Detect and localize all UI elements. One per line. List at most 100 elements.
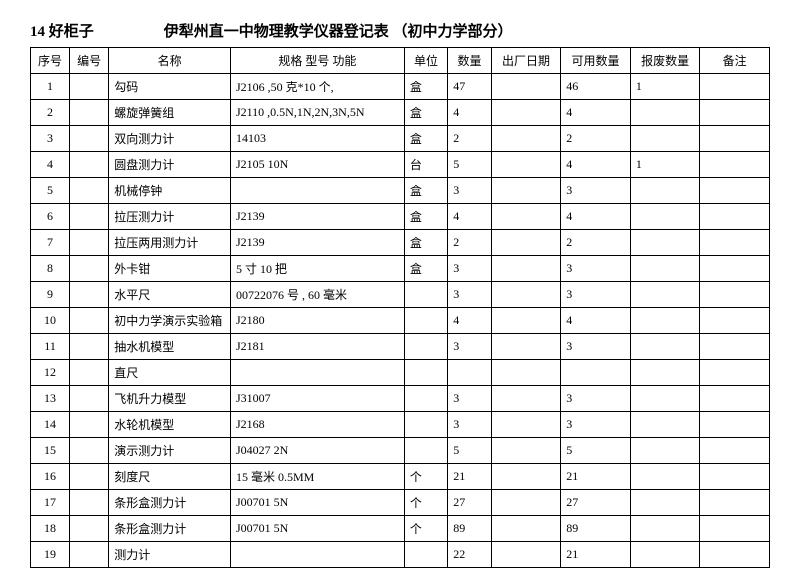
cell-spec: J2168 bbox=[230, 412, 404, 438]
cell-remark bbox=[700, 230, 770, 256]
cell-scrap: 1 bbox=[630, 74, 700, 100]
cell-qty: 4 bbox=[448, 204, 491, 230]
cell-scrap: 1 bbox=[630, 152, 700, 178]
cell-name: 刻度尺 bbox=[109, 464, 231, 490]
cell-name: 抽水机模型 bbox=[109, 334, 231, 360]
cell-spec: J2105 10N bbox=[230, 152, 404, 178]
cell-date bbox=[491, 516, 561, 542]
cell-date bbox=[491, 438, 561, 464]
cell-date bbox=[491, 490, 561, 516]
cell-qty: 47 bbox=[448, 74, 491, 100]
cell-seq: 4 bbox=[31, 152, 70, 178]
cell-qty: 3 bbox=[448, 256, 491, 282]
cell-unit bbox=[404, 282, 447, 308]
cell-name: 水平尺 bbox=[109, 282, 231, 308]
cell-qty: 21 bbox=[448, 464, 491, 490]
col-scrap: 报废数量 bbox=[630, 48, 700, 74]
cell-unit bbox=[404, 542, 447, 568]
cell-date bbox=[491, 204, 561, 230]
cell-date bbox=[491, 230, 561, 256]
cell-avail: 4 bbox=[561, 308, 631, 334]
cell-name: 外卡钳 bbox=[109, 256, 231, 282]
cell-remark bbox=[700, 438, 770, 464]
cell-scrap bbox=[630, 256, 700, 282]
cell-seq: 10 bbox=[31, 308, 70, 334]
cell-spec: J2110 ,0.5N,1N,2N,3N,5N bbox=[230, 100, 404, 126]
table-row: 15演示测力计J04027 2N55 bbox=[31, 438, 770, 464]
cell-code bbox=[70, 100, 109, 126]
cell-spec: J31007 bbox=[230, 386, 404, 412]
cell-name: 圆盘测力计 bbox=[109, 152, 231, 178]
cell-scrap bbox=[630, 438, 700, 464]
cell-avail: 2 bbox=[561, 230, 631, 256]
cell-spec: 5 寸 10 把 bbox=[230, 256, 404, 282]
cell-qty bbox=[448, 360, 491, 386]
cell-remark bbox=[700, 256, 770, 282]
col-spec: 规格 型号 功能 bbox=[230, 48, 404, 74]
cell-name: 测力计 bbox=[109, 542, 231, 568]
cell-spec: J04027 2N bbox=[230, 438, 404, 464]
cell-seq: 11 bbox=[31, 334, 70, 360]
cell-scrap bbox=[630, 178, 700, 204]
cell-code bbox=[70, 412, 109, 438]
cell-seq: 9 bbox=[31, 282, 70, 308]
cell-unit bbox=[404, 438, 447, 464]
table-row: 2螺旋弹簧组J2110 ,0.5N,1N,2N,3N,5N盒44 bbox=[31, 100, 770, 126]
cell-unit: 台 bbox=[404, 152, 447, 178]
cell-code bbox=[70, 256, 109, 282]
cell-date bbox=[491, 126, 561, 152]
cell-code bbox=[70, 126, 109, 152]
cell-remark bbox=[700, 386, 770, 412]
col-avail: 可用数量 bbox=[561, 48, 631, 74]
cell-avail bbox=[561, 360, 631, 386]
header-line: 14 好柜子 伊犁州直一中物理教学仪器登记表 （初中力学部分） bbox=[30, 20, 770, 41]
cell-spec: 00722076 号 , 60 毫米 bbox=[230, 282, 404, 308]
cell-avail: 46 bbox=[561, 74, 631, 100]
cell-qty: 3 bbox=[448, 282, 491, 308]
cell-spec bbox=[230, 178, 404, 204]
col-code: 编号 bbox=[70, 48, 109, 74]
col-remark: 备注 bbox=[700, 48, 770, 74]
cell-date bbox=[491, 100, 561, 126]
cell-name: 拉压两用测力计 bbox=[109, 230, 231, 256]
table-row: 6拉压测力计J2139盒44 bbox=[31, 204, 770, 230]
cell-code bbox=[70, 308, 109, 334]
cell-date bbox=[491, 74, 561, 100]
cell-date bbox=[491, 360, 561, 386]
cell-qty: 3 bbox=[448, 386, 491, 412]
cell-spec: 15 毫米 0.5MM bbox=[230, 464, 404, 490]
cell-name: 直尺 bbox=[109, 360, 231, 386]
cabinet-label: 14 好柜子 bbox=[30, 20, 94, 41]
cell-avail: 3 bbox=[561, 282, 631, 308]
cell-name: 飞机升力模型 bbox=[109, 386, 231, 412]
cell-unit: 个 bbox=[404, 516, 447, 542]
cell-seq: 13 bbox=[31, 386, 70, 412]
cell-avail: 2 bbox=[561, 126, 631, 152]
cell-remark bbox=[700, 464, 770, 490]
cell-unit: 盒 bbox=[404, 126, 447, 152]
cell-name: 机械停钟 bbox=[109, 178, 231, 204]
table-row: 19测力计2221 bbox=[31, 542, 770, 568]
cell-date bbox=[491, 256, 561, 282]
cell-seq: 2 bbox=[31, 100, 70, 126]
cell-scrap bbox=[630, 334, 700, 360]
cell-avail: 3 bbox=[561, 412, 631, 438]
cell-seq: 18 bbox=[31, 516, 70, 542]
cell-code bbox=[70, 74, 109, 100]
cell-scrap bbox=[630, 308, 700, 334]
cell-seq: 17 bbox=[31, 490, 70, 516]
cell-date bbox=[491, 464, 561, 490]
cell-unit bbox=[404, 386, 447, 412]
cell-scrap bbox=[630, 412, 700, 438]
cell-scrap bbox=[630, 516, 700, 542]
cell-code bbox=[70, 542, 109, 568]
cell-qty: 3 bbox=[448, 334, 491, 360]
cell-seq: 1 bbox=[31, 74, 70, 100]
cell-avail: 3 bbox=[561, 178, 631, 204]
cell-unit: 盒 bbox=[404, 100, 447, 126]
cell-seq: 7 bbox=[31, 230, 70, 256]
cell-unit bbox=[404, 308, 447, 334]
cell-avail: 4 bbox=[561, 100, 631, 126]
cell-remark bbox=[700, 178, 770, 204]
cell-spec bbox=[230, 542, 404, 568]
